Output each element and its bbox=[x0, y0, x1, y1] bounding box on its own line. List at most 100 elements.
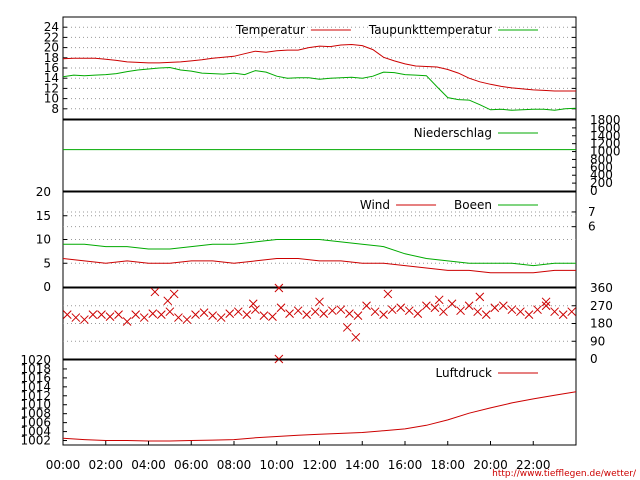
temperature-ytick-label: 16 bbox=[44, 61, 59, 75]
wind-direction-point bbox=[550, 307, 559, 317]
luftdruck-line bbox=[62, 391, 577, 442]
wind-direction-ytick-label: 0 bbox=[590, 352, 598, 366]
x-tick-label: 22:00 bbox=[516, 458, 551, 472]
wind-direction-point bbox=[114, 310, 123, 319]
temperature-ytick-label: 22 bbox=[44, 30, 59, 44]
beaufort-ytick-label: 6 bbox=[588, 220, 596, 234]
wind-direction-point bbox=[541, 297, 551, 307]
pressure-ytick-label: 1002 bbox=[20, 434, 51, 448]
wind-direction-point bbox=[516, 307, 525, 317]
precipitation-frame bbox=[62, 119, 577, 192]
wind-direction-point bbox=[268, 312, 277, 321]
temperature-ytick-label: 24 bbox=[44, 20, 59, 34]
wind-direction-point bbox=[208, 311, 217, 320]
precipitation-ytick-label: 1400 bbox=[590, 129, 621, 143]
pressure-ytick-label: 1014 bbox=[20, 380, 51, 394]
wind-direction-point bbox=[199, 308, 209, 318]
wind-direction-point bbox=[379, 310, 388, 319]
x-tick-label: 08:00 bbox=[217, 458, 252, 472]
wind-ytick-label: 10 bbox=[36, 233, 51, 247]
x-tick-label: 04:00 bbox=[131, 458, 166, 472]
precipitation-ytick-label: 1200 bbox=[590, 137, 621, 151]
wind-direction-point bbox=[156, 310, 166, 319]
wind-direction-point bbox=[422, 301, 431, 311]
wind-direction-point bbox=[342, 323, 352, 332]
legend-label: Luftdruck bbox=[435, 366, 492, 380]
wind-ytick-label: 15 bbox=[36, 209, 51, 223]
x-tick-label: 00:00 bbox=[46, 458, 81, 472]
pressure-ytick-label: 1006 bbox=[20, 416, 51, 430]
wind-direction-point bbox=[216, 313, 226, 322]
wind-direction-point bbox=[464, 301, 474, 311]
wind-direction-point bbox=[383, 289, 393, 299]
temperature-ytick-label: 8 bbox=[51, 102, 59, 116]
wind-direction-point bbox=[533, 305, 542, 315]
precipitation-ytick-label: 1600 bbox=[590, 121, 621, 135]
wind-direction-point bbox=[105, 312, 115, 321]
pressure-ytick-label: 1016 bbox=[20, 371, 51, 385]
wind-direction-point bbox=[524, 310, 534, 319]
wind-direction-point bbox=[276, 303, 286, 313]
wind-line bbox=[62, 258, 576, 274]
wind-direction-point bbox=[327, 306, 337, 316]
wind-direction-point bbox=[182, 315, 192, 324]
wind-direction-point bbox=[251, 305, 260, 315]
wind-direction-point bbox=[558, 310, 568, 319]
temperature-ytick-label: 10 bbox=[44, 92, 59, 106]
taupunkttemperatur-line bbox=[62, 66, 577, 111]
wind-direction-point bbox=[139, 313, 149, 322]
legend-label: Niederschlag bbox=[414, 126, 492, 140]
wind-direction-point bbox=[353, 311, 363, 320]
wind-direction-point bbox=[362, 301, 371, 311]
wind-direction-point bbox=[62, 310, 72, 319]
wind-ytick-label: 20 bbox=[36, 185, 51, 199]
wind-direction-point bbox=[447, 299, 457, 309]
wind-direction-point bbox=[413, 309, 423, 318]
wind-direction-point bbox=[174, 313, 183, 322]
wind-direction-point bbox=[274, 283, 284, 293]
pressure-ytick-label: 1004 bbox=[20, 425, 51, 439]
wind-direction-point bbox=[315, 297, 324, 307]
boeen-line bbox=[63, 239, 576, 267]
wind-direction-point bbox=[336, 305, 346, 315]
wind-direction-point bbox=[439, 307, 448, 317]
wind-direction-point bbox=[345, 309, 354, 318]
precipitation-ytick-label: 400 bbox=[590, 168, 613, 182]
precipitation-ytick-label: 0 bbox=[590, 184, 598, 198]
temperature-ytick-label: 18 bbox=[44, 51, 59, 65]
pressure-ytick-label: 1010 bbox=[20, 398, 51, 412]
wind-direction-ytick-label: 360 bbox=[590, 281, 613, 295]
x-tick-label: 12:00 bbox=[302, 458, 337, 472]
wind-direction-point bbox=[351, 332, 361, 342]
x-tick-label: 14:00 bbox=[345, 458, 380, 472]
x-tick-label: 16:00 bbox=[388, 458, 423, 472]
wind-direction-point bbox=[242, 310, 252, 319]
wind-direction-point bbox=[404, 306, 414, 316]
credit-url: http://www.tiefflegen.de/wetter/ bbox=[492, 469, 637, 479]
legend-label: Boeen bbox=[454, 198, 492, 212]
wind-direction-point bbox=[456, 306, 465, 316]
pressure-ytick-label: 1008 bbox=[20, 407, 51, 421]
beaufort-ytick-label: 7 bbox=[588, 205, 596, 219]
wind-direction-point bbox=[148, 309, 158, 318]
wind-direction-point bbox=[319, 309, 329, 318]
wind-direction-point bbox=[541, 301, 551, 311]
wind-direction-point bbox=[71, 313, 81, 322]
temperature-ytick-label: 20 bbox=[44, 41, 59, 55]
wind-direction-point bbox=[165, 307, 175, 317]
precipitation-ytick-label: 600 bbox=[590, 160, 613, 174]
wind-ytick-label: 0 bbox=[43, 280, 51, 294]
precipitation-ytick-label: 1800 bbox=[590, 113, 621, 127]
precipitation-ytick-label: 800 bbox=[590, 152, 613, 166]
wind-direction-point bbox=[293, 306, 303, 316]
wind-direction-point bbox=[430, 303, 440, 313]
wind-direction-point bbox=[370, 307, 380, 317]
wind-direction-point bbox=[387, 305, 397, 315]
wind-direction-point bbox=[285, 309, 294, 318]
wind-direction-point bbox=[498, 301, 508, 311]
wind-direction-point bbox=[567, 307, 577, 317]
x-tick-label: 20:00 bbox=[473, 458, 508, 472]
wind-direction-point bbox=[434, 295, 444, 305]
wind-direction-point bbox=[169, 289, 179, 299]
